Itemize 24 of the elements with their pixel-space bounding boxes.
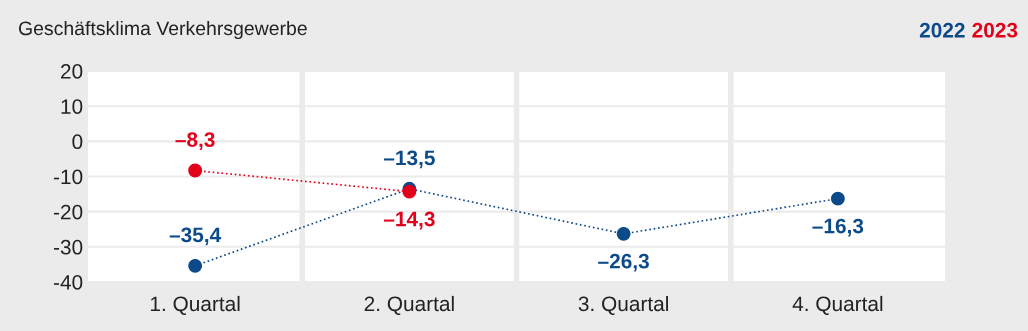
x-tick-label: 2. Quartal — [364, 295, 454, 315]
y-tick-label: -30 — [53, 239, 83, 255]
point — [616, 226, 631, 241]
text: 2023 — [972, 22, 1018, 38]
point — [188, 258, 203, 273]
text: 2022 — [919, 22, 965, 38]
y-tick-label: -10 — [53, 169, 83, 185]
y-tick-label: 0 — [72, 134, 83, 150]
data-label: –13,5 — [383, 150, 435, 169]
data-label: –35,4 — [169, 227, 222, 246]
data-label: –14,3 — [383, 211, 435, 230]
chart-title: Geschäftsklima Verkehrsgewerbe — [18, 20, 307, 40]
y-tick-label: -40 — [53, 275, 83, 290]
y-tick-label: 20 — [61, 64, 83, 79]
data-label: –16,3 — [812, 218, 864, 237]
point — [188, 163, 203, 178]
point — [830, 191, 845, 206]
x-tick-label: 1. Quartal — [150, 295, 240, 315]
data-label: –8,3 — [175, 132, 215, 150]
x-tick-label: 4. Quartal — [792, 295, 883, 315]
x-tick-label: 3. Quartal — [578, 295, 668, 315]
y-tick-label: -20 — [53, 204, 83, 220]
y-tick-label: 10 — [61, 99, 83, 114]
data-label: –26,3 — [598, 253, 649, 272]
